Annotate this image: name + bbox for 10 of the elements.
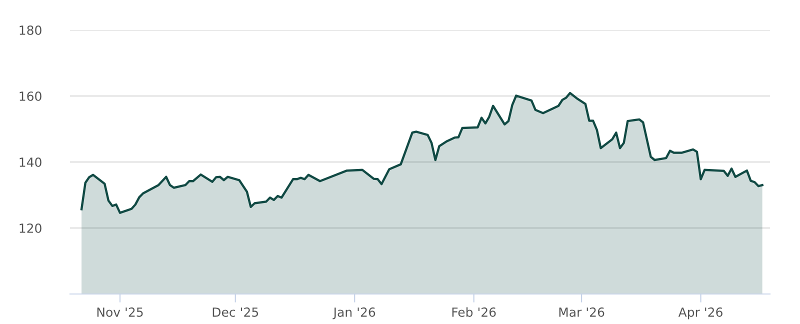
y-tick-label: 180	[20, 25, 42, 35]
x-tick-label: Apr '26	[678, 307, 722, 320]
x-tick-label: Feb '26	[452, 307, 496, 317]
y-tick-label: 160	[20, 91, 42, 101]
x-tick-label: Nov '25	[97, 307, 143, 317]
y-tick-label: 140	[20, 157, 42, 167]
y-tick-label: 120	[20, 223, 42, 233]
x-tick-label: Mar '26	[559, 307, 604, 317]
x-tick-label: Jan '26	[332, 307, 376, 320]
x-tick-label: Dec '25	[212, 307, 258, 317]
